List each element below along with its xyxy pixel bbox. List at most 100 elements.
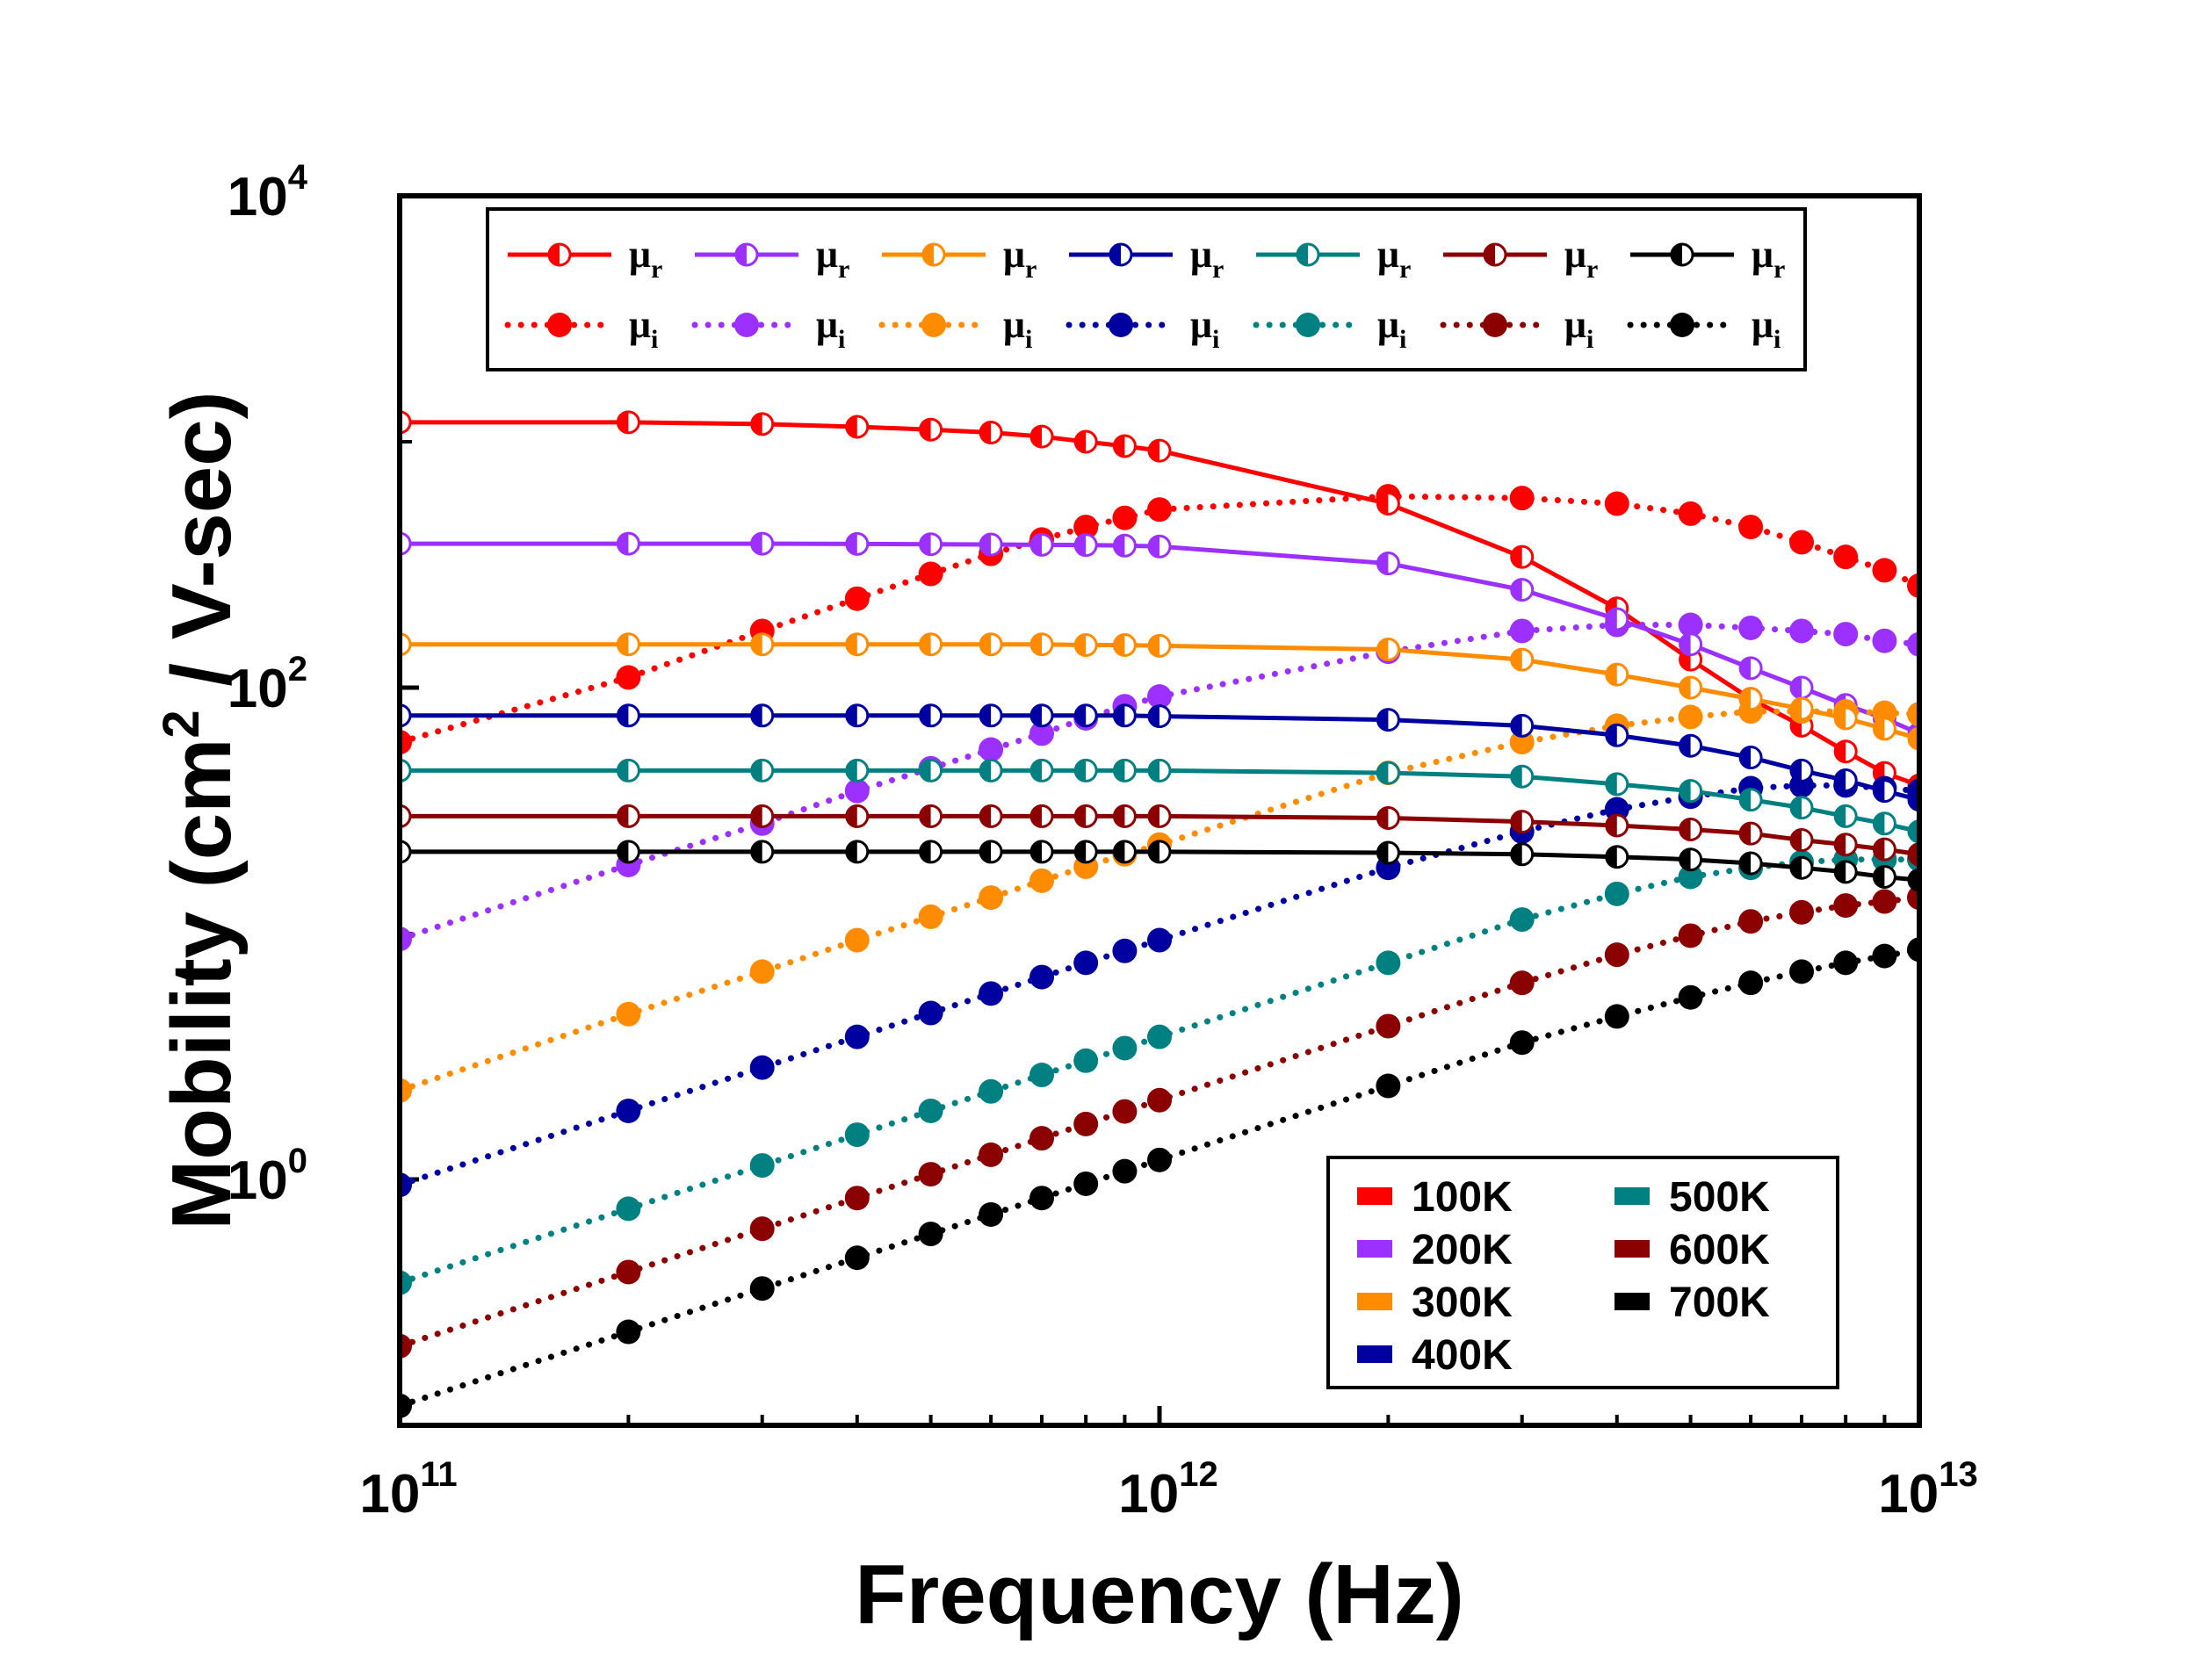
point-mu-r	[618, 841, 639, 862]
y-axis-title: Mobility (cm2 / V-sec)	[153, 391, 249, 1229]
point-mu-r	[1791, 698, 1812, 719]
mu-symbol: μ	[1377, 303, 1399, 346]
point-mu-r	[1377, 710, 1398, 731]
point-mu-r	[1512, 844, 1533, 865]
point-mu-r	[1377, 762, 1398, 783]
point-mu-i	[1073, 1172, 1098, 1196]
legend-marker-mu-i	[1670, 313, 1694, 337]
point-mu-r	[1114, 760, 1135, 781]
x-axis-title: Frequency (Hz)	[855, 1547, 1463, 1641]
temp-legend-swatch	[1357, 1345, 1392, 1363]
temp-legend-label: 200K	[1412, 1227, 1513, 1273]
point-mu-i	[1112, 1159, 1137, 1184]
y-axis-title-sup: 2	[153, 710, 210, 738]
temp-legend-swatch	[1357, 1293, 1392, 1310]
point-mu-r	[1377, 494, 1398, 515]
point-mu-r	[1149, 635, 1170, 656]
point-mu-r	[1835, 805, 1856, 826]
point-mu-i	[1147, 1148, 1172, 1172]
marker-legend: μrμiμrμiμrμiμrμiμrμiμrμiμrμi	[488, 209, 1805, 370]
point-mu-i	[1073, 1112, 1098, 1136]
point-mu-r	[1512, 766, 1533, 787]
point-mu-i	[1833, 950, 1858, 975]
point-mu-r	[618, 760, 639, 781]
point-mu-r	[921, 841, 942, 862]
point-mu-r	[1680, 634, 1701, 655]
legend-marker-mu-i	[734, 313, 759, 337]
point-mu-i	[616, 1099, 640, 1123]
mu-symbol: μ	[1564, 303, 1586, 346]
point-mu-r	[1031, 760, 1052, 781]
point-mu-i	[1112, 1035, 1137, 1060]
point-mu-r	[1075, 431, 1096, 452]
point-mu-i	[1376, 950, 1400, 975]
point-mu-r	[1149, 536, 1170, 557]
marker-legend-box	[488, 209, 1805, 370]
temp-legend-label: 300K	[1412, 1280, 1513, 1326]
series-line-mu-r	[400, 422, 1919, 786]
point-mu-i	[616, 1320, 640, 1345]
mu-imag-subscript: i	[651, 325, 658, 354]
mu-real-subscript: r	[1586, 255, 1598, 284]
y-tick-label: 104	[228, 158, 308, 227]
point-mu-r	[1149, 706, 1170, 727]
point-mu-r	[1680, 781, 1701, 802]
temp-legend-swatch	[1614, 1240, 1650, 1258]
point-mu-r	[1791, 830, 1812, 851]
point-mu-r	[1031, 534, 1052, 555]
point-mu-i	[750, 1153, 775, 1178]
point-mu-i	[1679, 923, 1703, 948]
temp-legend-label: 100K	[1412, 1174, 1513, 1221]
mu-imag-subscript: i	[1586, 325, 1593, 354]
point-mu-i	[1833, 893, 1858, 918]
point-mu-r	[1031, 805, 1052, 826]
x-tick-exponent: 11	[420, 1455, 457, 1494]
point-mu-i	[1789, 618, 1814, 643]
point-mu-i	[845, 1122, 870, 1147]
point-mu-r	[1512, 649, 1533, 670]
point-mu-r	[1075, 841, 1096, 862]
mu-real-subscript: r	[1025, 255, 1037, 284]
point-mu-i	[616, 665, 640, 689]
point-mu-r	[1031, 705, 1052, 726]
point-mu-r	[618, 705, 639, 726]
point-mu-r	[1740, 790, 1761, 811]
mu-imag-subscript: i	[1212, 325, 1219, 354]
point-mu-r	[752, 634, 773, 655]
point-mu-i	[979, 981, 1003, 1006]
point-mu-r	[1149, 760, 1170, 781]
point-mu-i	[1073, 1049, 1098, 1073]
temperature-legend: 100K200K300K400K500K600K700K	[1328, 1157, 1838, 1388]
point-mu-i	[750, 1276, 775, 1301]
point-mu-r	[1680, 677, 1701, 698]
mu-symbol: μ	[1003, 233, 1025, 276]
point-mu-r	[1607, 664, 1628, 685]
point-mu-r	[847, 416, 868, 437]
mu-real-subscript: r	[651, 255, 662, 284]
point-mu-i	[1872, 558, 1896, 582]
point-mu-i	[616, 1196, 640, 1221]
mu-symbol: μ	[1564, 233, 1586, 276]
point-mu-r	[1114, 635, 1135, 656]
point-mu-r	[847, 634, 868, 655]
point-mu-r	[1075, 760, 1096, 781]
point-mu-r	[1740, 823, 1761, 844]
point-mu-i	[1738, 909, 1763, 934]
point-mu-i	[1510, 907, 1535, 932]
point-mu-r	[1114, 805, 1135, 826]
point-mu-r	[752, 841, 773, 862]
point-mu-r	[1031, 634, 1052, 655]
point-mu-r	[752, 414, 773, 435]
temp-legend-label: 700K	[1669, 1280, 1770, 1326]
y-tick-base: 10	[228, 167, 288, 227]
point-mu-r	[618, 805, 639, 826]
point-mu-i	[750, 959, 775, 984]
point-mu-r	[847, 533, 868, 554]
mu-symbol: μ	[816, 303, 838, 346]
point-mu-i	[1029, 1063, 1054, 1087]
point-mu-r	[1377, 807, 1398, 828]
point-mu-r	[980, 805, 1001, 826]
point-mu-i	[1112, 506, 1137, 530]
point-mu-r	[1149, 841, 1170, 862]
point-mu-r	[1377, 639, 1398, 660]
